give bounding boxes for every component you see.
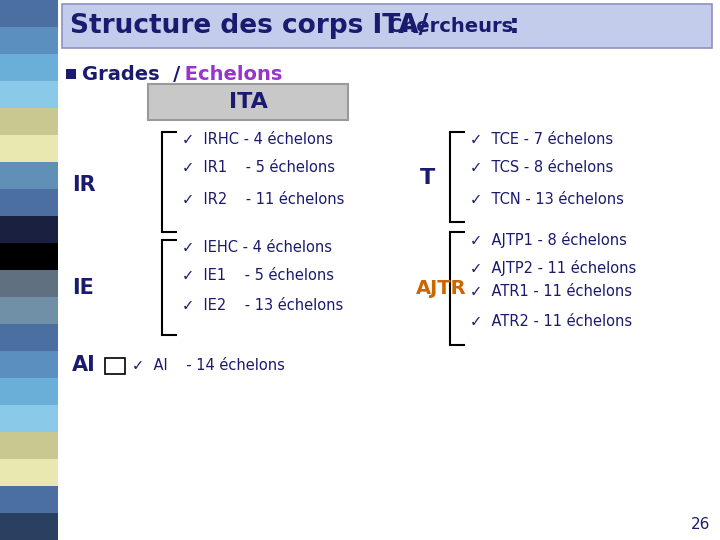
Bar <box>0 297 58 324</box>
Text: Grades  /: Grades / <box>82 64 180 84</box>
Text: ✓  AI    - 14 échelons: ✓ AI - 14 échelons <box>132 357 285 373</box>
Text: AI: AI <box>72 355 96 375</box>
Text: ✓  ATR1 - 11 échelons: ✓ ATR1 - 11 échelons <box>470 285 632 300</box>
Bar <box>62 4 712 48</box>
Text: ✓  AJTP2 - 11 échelons: ✓ AJTP2 - 11 échelons <box>470 260 636 276</box>
Text: ITA: ITA <box>228 92 267 112</box>
Text: IE: IE <box>72 278 94 298</box>
Bar <box>105 358 125 374</box>
Bar <box>0 162 58 189</box>
Text: ✓  IR1    - 5 échelons: ✓ IR1 - 5 échelons <box>182 160 335 176</box>
Bar <box>0 54 58 81</box>
Bar <box>148 84 348 120</box>
Text: 26: 26 <box>690 517 710 532</box>
Bar <box>0 351 58 378</box>
Bar <box>0 486 58 513</box>
Text: ✓  IEHC - 4 échelons: ✓ IEHC - 4 échelons <box>182 240 332 255</box>
Text: ✓  IR2    - 11 échelons: ✓ IR2 - 11 échelons <box>182 192 344 207</box>
Bar <box>0 432 58 459</box>
Text: T: T <box>419 168 435 188</box>
Bar <box>0 243 58 270</box>
Bar <box>0 270 58 297</box>
Bar <box>0 27 58 54</box>
Bar <box>0 513 58 540</box>
Bar <box>0 378 58 405</box>
Text: Chercheurs: Chercheurs <box>388 17 513 36</box>
Text: IR: IR <box>72 175 96 195</box>
Bar <box>0 189 58 216</box>
Bar <box>66 69 76 79</box>
Text: ✓  TCS - 8 échelons: ✓ TCS - 8 échelons <box>470 160 613 176</box>
Text: ✓  TCN - 13 échelons: ✓ TCN - 13 échelons <box>470 192 624 207</box>
Bar <box>0 0 58 27</box>
Text: ✓  IRHC - 4 échelons: ✓ IRHC - 4 échelons <box>182 132 333 147</box>
Text: ✓  AJTP1 - 8 échelons: ✓ AJTP1 - 8 échelons <box>470 232 627 248</box>
Text: Structure des corps ITA/: Structure des corps ITA/ <box>70 13 428 39</box>
Text: AJTR: AJTR <box>416 279 467 298</box>
Bar <box>0 81 58 108</box>
Text: ✓  ATR2 - 11 échelons: ✓ ATR2 - 11 échelons <box>470 314 632 329</box>
Bar <box>0 108 58 135</box>
Text: ✓  IE2    - 13 échelons: ✓ IE2 - 13 échelons <box>182 298 343 313</box>
Text: ✓  TCE - 7 échelons: ✓ TCE - 7 échelons <box>470 132 613 147</box>
Bar <box>0 216 58 243</box>
Text: :: : <box>500 13 520 39</box>
Bar <box>0 135 58 162</box>
Text: ✓  IE1    - 5 échelons: ✓ IE1 - 5 échelons <box>182 268 334 284</box>
Bar <box>0 459 58 486</box>
Bar <box>0 405 58 432</box>
Bar <box>0 324 58 351</box>
Text: Echelons: Echelons <box>178 64 282 84</box>
